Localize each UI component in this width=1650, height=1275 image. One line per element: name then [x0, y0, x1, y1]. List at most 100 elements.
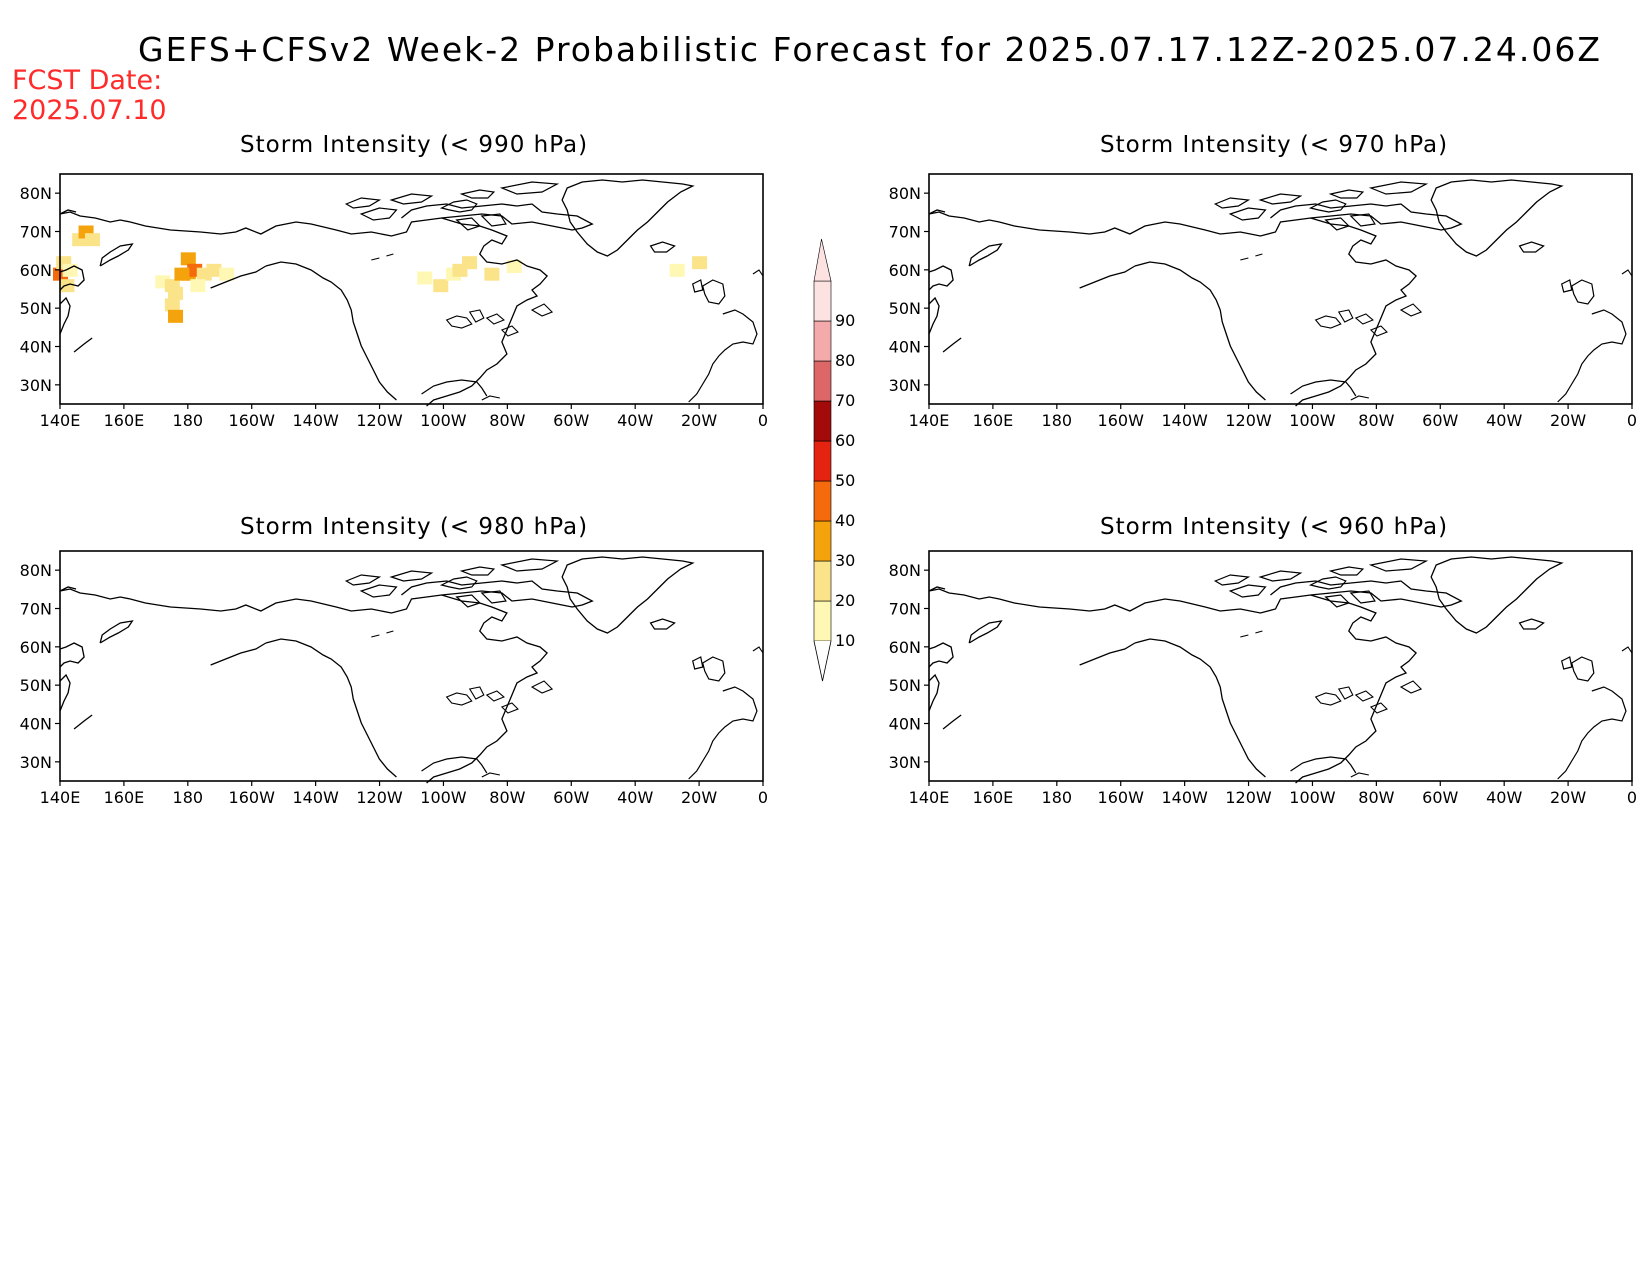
lon-tick-label: 180 [1042, 788, 1073, 807]
panel-title-990: Storm Intensity (< 990 hPa) [240, 132, 589, 158]
colorbar-label: 60 [835, 431, 855, 450]
panels-layer: 80N 70N 60N 50N 40N 30N 140E 160E 180 160W 140W 120… [20, 173, 1637, 807]
lon-tick-label: 180 [173, 411, 204, 430]
colorbar-label: 40 [835, 511, 855, 530]
lon-tick-label: 140E [40, 788, 81, 807]
probability-cell [84, 233, 100, 247]
map-panel-980: 80N 70N 60N 50N 40N 30N 140E 160E 180 160W 140W 120… [20, 550, 768, 807]
coastline [59, 179, 764, 407]
probability-cell [168, 286, 184, 300]
lat-tick-label: 60N [889, 261, 921, 280]
lat-tick-label: 60N [889, 638, 921, 657]
lat-tick-label: 80N [889, 184, 921, 203]
probability-cell [62, 263, 78, 277]
colorbar-segment [813, 440, 832, 482]
colorbar-legend: 10 20 30 40 50 60 70 80 90 [813, 238, 855, 682]
probability-cell [462, 256, 478, 270]
colorbar-segment [813, 480, 832, 522]
colorbar-label: 90 [835, 311, 855, 330]
probability-cell [417, 271, 433, 285]
lat-tick-label: 80N [20, 184, 52, 203]
lon-tick-label: 140E [909, 788, 950, 807]
colorbar-segment [813, 400, 832, 442]
lon-tick-label: 160E [104, 411, 145, 430]
lon-tick-label: 40W [617, 788, 653, 807]
lon-tick-label: 160W [1098, 411, 1145, 430]
lon-tick-label: 100W [420, 788, 467, 807]
lon-tick-label: 140W [292, 411, 339, 430]
lon-tick-label: 140E [909, 411, 950, 430]
lon-tick-label: 120W [1225, 411, 1272, 430]
lon-tick-label: 160E [104, 788, 145, 807]
lon-tick-label: 0 [1627, 411, 1637, 430]
probability-cell [190, 279, 206, 293]
lat-tick-label: 30N [20, 753, 52, 772]
lat-tick-label: 70N [20, 600, 52, 619]
lat-tick-label: 70N [20, 223, 52, 242]
colorbar-label: 20 [835, 591, 855, 610]
map-panel-990: 80N 70N 60N 50N 40N 30N 140E 160E 180 160W 140W 120… [20, 173, 768, 430]
lon-tick-label: 140E [40, 411, 81, 430]
colorbar-label: 50 [835, 471, 855, 490]
lon-tick-label: 0 [758, 788, 768, 807]
lon-tick-label: 60W [553, 411, 589, 430]
probability-cell [168, 309, 184, 323]
lat-tick-label: 40N [20, 338, 52, 357]
lon-tick-label: 160W [1098, 788, 1145, 807]
lat-tick-label: 30N [889, 376, 921, 395]
colorbar-label: 10 [835, 631, 855, 650]
lon-tick-label: 20W [1550, 788, 1586, 807]
lon-tick-label: 160E [973, 411, 1014, 430]
map-panel-960: 80N 70N 60N 50N 40N 30N 140E 160E 180 160W 140W 120… [889, 550, 1637, 807]
coastline [59, 556, 764, 784]
probability-cell [433, 279, 449, 293]
lat-tick-label: 50N [20, 676, 52, 695]
lat-tick-label: 60N [20, 261, 52, 280]
lon-tick-label: 80W [1358, 788, 1394, 807]
colorbar-segment [813, 600, 832, 642]
colorbar-label: 70 [835, 391, 855, 410]
lon-tick-label: 80W [489, 411, 525, 430]
probability-cell [506, 260, 522, 273]
lat-tick-label: 70N [889, 223, 921, 242]
map-frame [59, 550, 764, 782]
lon-tick-label: 40W [1486, 788, 1522, 807]
lat-tick-label: 60N [20, 638, 52, 657]
colorbar-segment [813, 360, 832, 402]
lon-tick-label: 160W [229, 411, 276, 430]
lon-tick-label: 120W [356, 788, 403, 807]
lat-tick-label: 50N [889, 299, 921, 318]
lon-tick-label: 180 [1042, 411, 1073, 430]
map-frame [59, 173, 764, 405]
coastline [928, 556, 1633, 784]
lat-tick-label: 30N [20, 376, 52, 395]
lon-tick-label: 20W [1550, 411, 1586, 430]
lon-tick-label: 20W [681, 788, 717, 807]
colorbar-label: 30 [835, 551, 855, 570]
colorbar-label: 80 [835, 351, 855, 370]
panel-title-970: Storm Intensity (< 970 hPa) [1100, 132, 1449, 158]
colorbar-segment [813, 560, 832, 602]
lon-tick-label: 120W [1225, 788, 1272, 807]
map-frame [928, 550, 1633, 782]
forecast-date: FCST Date: 2025.07.10 [12, 66, 167, 126]
lon-tick-label: 20W [681, 411, 717, 430]
colorbar-segment [813, 520, 832, 562]
lon-tick-label: 80W [1358, 411, 1394, 430]
lon-tick-label: 0 [758, 411, 768, 430]
lon-tick-label: 180 [173, 788, 204, 807]
lon-tick-label: 80W [489, 788, 525, 807]
probability-cell [692, 256, 708, 270]
probability-cell [669, 263, 685, 277]
probability-cell [219, 267, 235, 281]
panel-title-980: Storm Intensity (< 980 hPa) [240, 514, 589, 540]
lon-tick-label: 120W [356, 411, 403, 430]
forecast-date-value: 2025.07.10 [12, 95, 167, 126]
lat-tick-label: 80N [889, 561, 921, 580]
lon-tick-label: 140W [1161, 788, 1208, 807]
lon-tick-label: 140W [1161, 411, 1208, 430]
lon-tick-label: 160W [229, 788, 276, 807]
lon-tick-label: 100W [420, 411, 467, 430]
forecast-date-label: FCST Date: [12, 65, 163, 96]
